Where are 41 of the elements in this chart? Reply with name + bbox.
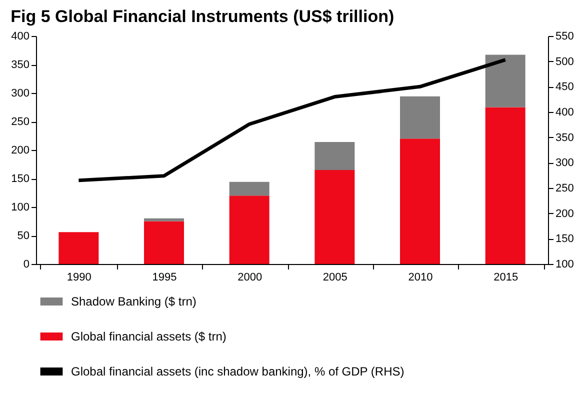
y2-tick-label: 400 [556, 106, 574, 118]
x-tick-label: 2010 [408, 272, 433, 284]
y-tick-label: 150 [11, 173, 30, 185]
legend-label: Global financial assets ($ trn) [71, 330, 226, 344]
y-tick-label: 50 [17, 230, 30, 242]
bar [144, 218, 184, 222]
y2-tick-label: 550 [556, 30, 574, 42]
bar [314, 142, 355, 170]
y2-tick-label: 350 [556, 132, 574, 144]
y2-tick-label: 450 [556, 81, 574, 94]
x-tick-label: 2015 [494, 272, 518, 284]
chart-title: Fig 5 Global Financial Instruments (US$ trillion) [10, 7, 394, 26]
y2-tick-label: 150 [556, 233, 574, 246]
x-tick-label: 1995 [152, 272, 177, 284]
y-tick-label: 250 [11, 116, 30, 128]
bar [314, 170, 355, 264]
legend-label: Shadow Banking ($ trn) [71, 294, 196, 308]
bar [229, 196, 270, 264]
y-tick-label: 0 [23, 258, 30, 270]
bar [400, 138, 440, 264]
y2-tick-label: 250 [556, 182, 574, 194]
y2-tick-label: 500 [556, 56, 574, 68]
bar [400, 96, 440, 139]
x-tick-label: 1990 [66, 272, 92, 284]
legend-label: Global financial assets (inc shadow banking), % of GDP (RHS) [71, 364, 404, 378]
bar [485, 107, 526, 264]
bar [144, 221, 184, 264]
line-series [76, 58, 508, 182]
y2-tick-label: 200 [556, 208, 574, 220]
bar [485, 54, 526, 108]
y-tick-label: 300 [11, 88, 30, 100]
y-tick-label: 400 [11, 30, 30, 42]
bar [58, 232, 99, 264]
y2-tick-label: 300 [556, 157, 574, 170]
x-tick-label: 2000 [238, 272, 262, 284]
x-tick-label: 2005 [322, 272, 348, 284]
y-tick-label: 200 [11, 144, 30, 156]
y-tick-label: 350 [11, 59, 30, 71]
y2-tick-label: 100 [556, 258, 574, 270]
bar [229, 182, 270, 196]
y-tick-label: 100 [11, 202, 30, 214]
